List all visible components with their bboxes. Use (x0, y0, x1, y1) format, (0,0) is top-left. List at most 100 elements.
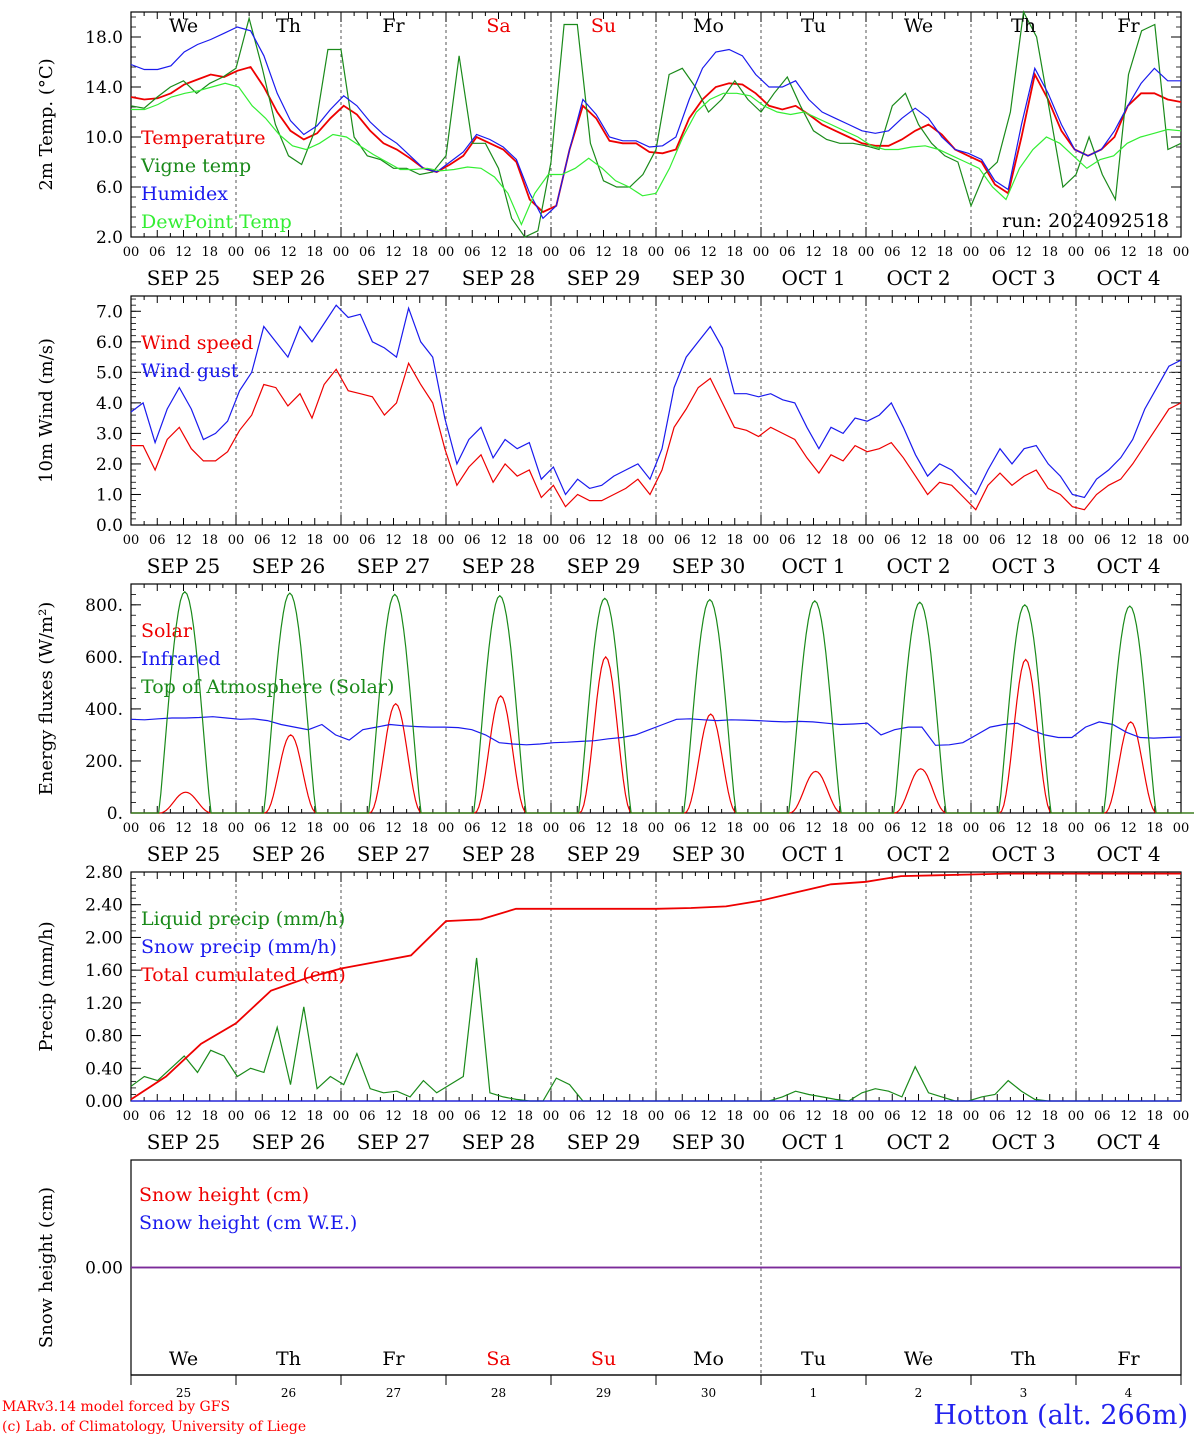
wind-series-wind-gust (130, 304, 1182, 499)
temperature-y-tick-label: 10.0 (85, 128, 123, 148)
precip-hour-label: 12 (175, 1109, 192, 1124)
precip-series-total-cumulated-cm- (130, 872, 1181, 1101)
precip-date-label: OCT 3 (991, 1130, 1055, 1154)
precip-hour-label: 12 (1015, 1109, 1032, 1124)
temperature-hour-label: 00 (963, 245, 980, 260)
precip-date-label: SEP 27 (357, 1130, 431, 1154)
energy-hour-label: 06 (989, 821, 1006, 836)
precip-hour-label: 12 (595, 1109, 612, 1124)
energy-y-tick-label: 200. (85, 752, 123, 772)
bottom-day-number: 2 (915, 1386, 923, 1400)
precip-hour-label: 12 (700, 1109, 717, 1124)
wind-hour-label: 00 (123, 533, 140, 548)
wind-date-label: SEP 25 (147, 554, 221, 578)
wind-date-label: SEP 26 (252, 554, 326, 578)
precip-y-tick-label: 0.00 (85, 1092, 123, 1112)
energy-hour-label: 06 (464, 821, 481, 836)
precip-hour-label: 00 (438, 1109, 455, 1124)
wind-date-label: SEP 29 (567, 554, 641, 578)
bottom-day-number: 27 (386, 1386, 401, 1400)
day-name: Tu (801, 15, 826, 37)
energy-hour-label: 00 (648, 821, 665, 836)
energy-date-label: SEP 28 (462, 842, 536, 866)
snow-legend-snow-height-cm-w-e-: Snow height (cm W.E.) (139, 1212, 357, 1234)
wind-hour-label: 00 (858, 533, 875, 548)
wind-hour-label: 12 (175, 533, 192, 548)
precip-hour-label: 06 (254, 1109, 271, 1124)
temperature-hour-label: 18 (201, 245, 218, 260)
wind-date-label: SEP 27 (357, 554, 431, 578)
energy-date-label: SEP 26 (252, 842, 326, 866)
temperature-hour-label: 00 (1173, 245, 1190, 260)
energy-hour-label: 12 (805, 821, 822, 836)
wind-hour-label: 00 (438, 533, 455, 548)
temperature-series-dewpoint-temp (131, 82, 1182, 227)
energy-legend-solar: Solar (141, 620, 193, 642)
energy-hour-label: 18 (621, 821, 638, 836)
temperature-series-humidex (130, 26, 1181, 220)
wind-y-tick-label: 5.0 (96, 363, 123, 383)
temperature-legend-humidex: Humidex (141, 183, 228, 205)
energy-hour-label: 12 (595, 821, 612, 836)
temperature-hour-label: 12 (1015, 245, 1032, 260)
precip-hour-label: 00 (858, 1109, 875, 1124)
wind-hour-label: 06 (674, 533, 691, 548)
wind-series-wind-speed (131, 361, 1182, 511)
temperature-hour-label: 00 (1068, 245, 1085, 260)
bottom-day-number: 26 (281, 1386, 296, 1400)
temperature-date-label: SEP 29 (567, 266, 641, 290)
wind-hour-label: 12 (700, 533, 717, 548)
energy-hour-label: 12 (1015, 821, 1032, 836)
energy-date-label: SEP 25 (147, 842, 221, 866)
energy-hour-label: 18 (201, 821, 218, 836)
precip-hour-label: 12 (910, 1109, 927, 1124)
precip-date-label: SEP 29 (567, 1130, 641, 1154)
energy-date-label: OCT 4 (1096, 842, 1160, 866)
wind-date-label: OCT 3 (991, 554, 1055, 578)
temperature-hour-label: 18 (1041, 245, 1058, 260)
wind-hour-label: 18 (411, 533, 428, 548)
run-label: run: 2024092518 (1002, 210, 1169, 232)
day-name: We (904, 15, 933, 37)
wind-y-tick-label: 6.0 (96, 333, 123, 353)
precip-y-tick-label: 2.40 (85, 896, 123, 916)
precip-date-label: SEP 25 (147, 1130, 221, 1154)
temperature-hour-label: 00 (123, 245, 140, 260)
temperature-hour-label: 06 (254, 245, 271, 260)
wind-y-tick-label: 7.0 (96, 302, 123, 322)
snow-day-name: Mo (693, 1348, 724, 1370)
bottom-day-number: 28 (491, 1386, 506, 1400)
energy-hour-label: 18 (411, 821, 428, 836)
temperature-hour-label: 18 (621, 245, 638, 260)
wind-y-tick-label: 0.0 (96, 516, 123, 536)
temperature-hour-label: 06 (989, 245, 1006, 260)
snow-day-name: We (904, 1348, 933, 1370)
wind-hour-label: 12 (490, 533, 507, 548)
precip-y-tick-label: 0.80 (85, 1027, 123, 1047)
wind-hour-label: 18 (621, 533, 638, 548)
temperature-hour-label: 12 (490, 245, 507, 260)
wind-date-label: OCT 1 (781, 554, 845, 578)
temperature-hour-label: 18 (516, 245, 533, 260)
day-name: Th (1011, 15, 1036, 37)
precip-date-label: SEP 26 (252, 1130, 326, 1154)
energy-hour-label: 06 (674, 821, 691, 836)
precip-hour-label: 00 (543, 1109, 560, 1124)
temperature-hour-label: 00 (753, 245, 770, 260)
precip-y-tick-label: 2.00 (85, 928, 123, 948)
energy-date-label: SEP 30 (672, 842, 746, 866)
temperature-hour-label: 06 (674, 245, 691, 260)
meteogram-chart: 2.06.010.014.018.02m Temp. (°C)00 06 12 18 0… (36, 10, 1194, 1400)
temperature-hour-label: 00 (858, 245, 875, 260)
temperature-hour-label: 18 (726, 245, 743, 260)
wind-hour-label: 18 (201, 533, 218, 548)
temperature-date-label: OCT 2 (886, 266, 950, 290)
wind-hour-label: 06 (254, 533, 271, 548)
precip-date-label: OCT 2 (886, 1130, 950, 1154)
precip-hour-label: 06 (464, 1109, 481, 1124)
snow-day-name: We (169, 1348, 198, 1370)
energy-hour-label: 06 (569, 821, 586, 836)
precip-hour-label: 00 (648, 1109, 665, 1124)
temperature-hour-label: 06 (464, 245, 481, 260)
precip-hour-label: 12 (1120, 1109, 1137, 1124)
